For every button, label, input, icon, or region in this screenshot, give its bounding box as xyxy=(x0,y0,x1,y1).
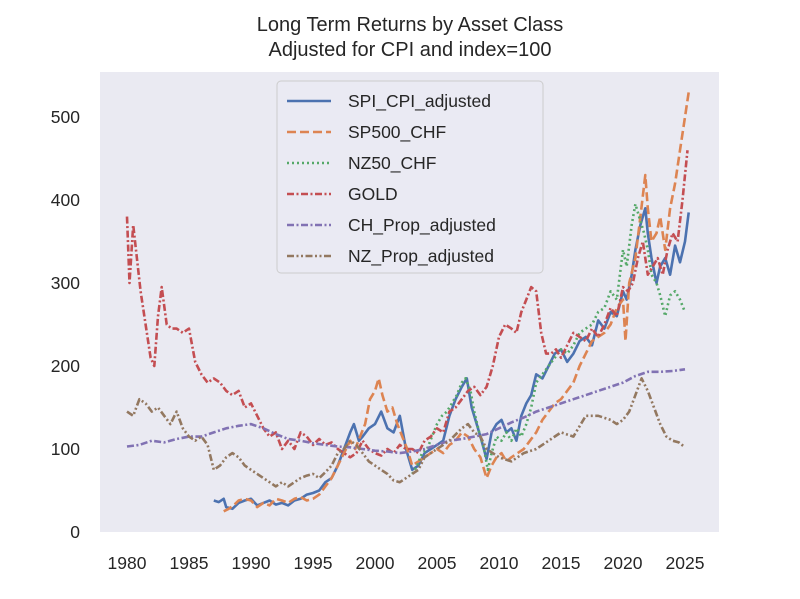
legend-item-CH_Prop_adjusted: CH_Prop_adjusted xyxy=(287,215,496,236)
x-tick-label: 2010 xyxy=(480,553,519,573)
legend-label: GOLD xyxy=(348,184,398,204)
y-tick-label: 0 xyxy=(70,522,80,542)
legend-item-GOLD: GOLD xyxy=(287,184,398,204)
x-tick-label: 1990 xyxy=(232,553,271,573)
y-tick-label: 500 xyxy=(51,107,80,127)
x-tick-label: 2000 xyxy=(356,553,395,573)
x-tick-label: 2020 xyxy=(604,553,643,573)
legend: SPI_CPI_adjusted SP500_CHF NZ50_CHF GOLD CH_… xyxy=(276,80,544,274)
legend-label: CH_Prop_adjusted xyxy=(348,215,496,236)
chart-subtitle: Adjusted for CPI and index=100 xyxy=(269,39,552,61)
y-tick-label: 300 xyxy=(51,273,80,293)
chart-title: Long Term Returns by Asset Class xyxy=(257,14,563,36)
series-line-SP500_CHF xyxy=(223,91,690,513)
series-lines xyxy=(125,91,690,513)
x-tick-label: 1995 xyxy=(294,553,333,573)
legend-item-SPI_CPI_adjusted: SPI_CPI_adjusted xyxy=(287,91,491,112)
x-tick-label: 2025 xyxy=(666,553,705,573)
x-axis-ticks: 1980 1985 1990 1995 2000 2005 2010 2015 2020 2025 xyxy=(108,553,705,573)
legend-label: NZ50_CHF xyxy=(348,153,437,174)
legend-label: NZ_Prop_adjusted xyxy=(348,246,494,267)
y-tick-label: 100 xyxy=(51,439,80,459)
y-tick-label: 400 xyxy=(51,190,80,210)
series-line-NZ_Prop_adjusted xyxy=(126,377,686,488)
legend-item-SP500_CHF: SP500_CHF xyxy=(287,122,446,143)
series-line-NZ50_CHF xyxy=(411,202,687,475)
x-tick-label: 1985 xyxy=(170,553,209,573)
y-tick-label: 200 xyxy=(51,356,80,376)
series-line-GOLD xyxy=(125,150,689,459)
y-axis-ticks: 0 100 200 300 400 500 xyxy=(51,107,80,542)
legend-item-NZ_Prop_adjusted: NZ_Prop_adjusted xyxy=(287,246,494,267)
legend-item-NZ50_CHF: NZ50_CHF xyxy=(287,153,437,174)
legend-frame xyxy=(276,80,544,274)
legend-label: SP500_CHF xyxy=(348,122,446,143)
x-tick-label: 1980 xyxy=(108,553,147,573)
series-line-CH_Prop_adjusted xyxy=(126,368,686,455)
legend-label: SPI_CPI_adjusted xyxy=(348,91,491,112)
x-tick-label: 2005 xyxy=(418,553,457,573)
x-tick-label: 2015 xyxy=(542,553,581,573)
